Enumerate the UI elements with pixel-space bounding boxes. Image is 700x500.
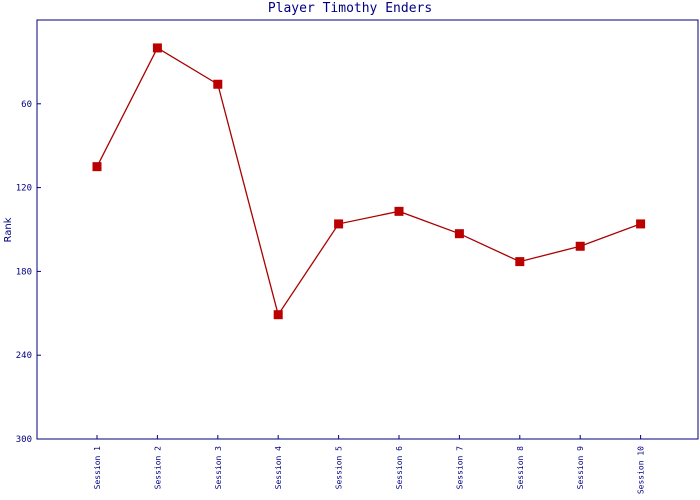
data-point-marker (273, 310, 283, 320)
y-axis: 60 120 180 240 300 (16, 100, 41, 445)
y-tick-label: 60 (21, 100, 32, 110)
y-tick-label: 240 (16, 351, 32, 361)
data-point-marker (334, 219, 344, 229)
x-tick-label: Session 5 (335, 446, 344, 490)
data-point-marker (515, 257, 525, 267)
data-point-marker (152, 43, 162, 53)
x-tick-label: Session 6 (395, 446, 404, 490)
data-point-marker (575, 241, 585, 251)
data-point-marker (394, 206, 404, 216)
x-tick-label: Session 2 (153, 446, 162, 490)
series-layer (92, 43, 646, 320)
x-tick-label: Session 7 (455, 446, 464, 490)
data-point-marker (454, 229, 464, 239)
data-point-marker (213, 79, 223, 89)
x-axis: Session 1 Session 2 Session 3 Session 4 Sess… (93, 435, 646, 494)
y-tick-label: 180 (16, 267, 32, 277)
y-tick-label: 300 (16, 435, 32, 445)
x-tick-label: Session 8 (516, 446, 525, 490)
plot-area-frame (36, 19, 699, 440)
x-tick-label: Session 4 (274, 446, 283, 490)
x-tick-label: Session 10 (637, 446, 646, 494)
y-axis-label: Rank (3, 217, 14, 242)
y-tick-label: 120 (16, 184, 32, 194)
x-tick-label: Session 1 (93, 446, 102, 490)
data-point-marker (92, 162, 102, 172)
chart-title: Player Timothy Enders (267, 1, 433, 16)
series-line (96, 47, 641, 317)
x-tick-label: Session 3 (214, 446, 223, 490)
x-tick-label: Session 9 (576, 446, 585, 490)
data-point-marker (636, 219, 646, 229)
